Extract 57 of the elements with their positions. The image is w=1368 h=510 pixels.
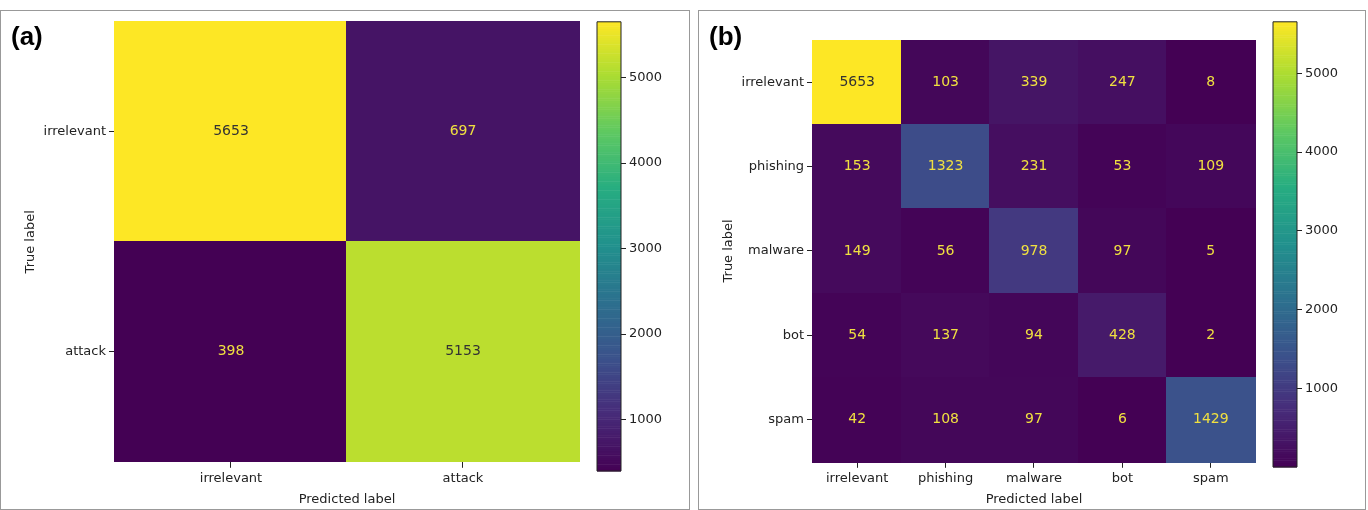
data-label: 108 — [932, 410, 959, 427]
data-label: 56 — [936, 241, 955, 258]
color-bar-label: 2000 — [1305, 300, 1339, 316]
data-label: 697 — [449, 122, 477, 139]
data-label: 978 — [1020, 241, 1048, 258]
data-label: 54 — [848, 325, 867, 342]
data-label: 109 — [1197, 157, 1225, 174]
y-axis-title: True label — [720, 219, 736, 284]
data-label: 2 — [1206, 325, 1216, 342]
data-label: 8 — [1206, 72, 1216, 89]
data-label: 5653 — [839, 72, 876, 89]
color-bar-label: 3000 — [1305, 222, 1339, 238]
x-tick-label: malware — [1006, 469, 1062, 485]
data-label: 97 — [1113, 241, 1132, 258]
x-axis-title: Predicted label — [298, 490, 396, 506]
data-label: 103 — [932, 72, 959, 89]
data-label: 5153 — [445, 342, 481, 359]
data-label: 42 — [848, 410, 867, 427]
data-label: 53 — [1113, 157, 1132, 174]
data-label: 1323 — [927, 157, 964, 174]
chart-title: (a) — [11, 21, 43, 52]
data-label: 94 — [1025, 325, 1043, 342]
data-label: 428 — [1109, 325, 1136, 342]
data-label: 153 — [843, 157, 871, 174]
y-tick-label: bot — [782, 326, 804, 342]
y-axis-title: True label — [22, 210, 38, 275]
color-bar-label: 2000 — [629, 325, 663, 341]
x-tick-label: irrelevant — [825, 469, 889, 485]
color-bar-label: 5000 — [1305, 64, 1339, 80]
y-tick-label: irrelevant — [741, 73, 804, 89]
color-bar-label: 5000 — [629, 68, 663, 84]
y-tick-label: spam — [768, 410, 804, 426]
color-bar-label: 4000 — [1305, 143, 1339, 159]
data-label: 6 — [1117, 410, 1127, 427]
data-label: 339 — [1020, 72, 1048, 89]
x-tick-label: irrelevant — [199, 469, 263, 485]
y-tick-label: phishing — [748, 157, 804, 173]
color-bar-label: 3000 — [629, 239, 663, 255]
color-bar-label: 4000 — [629, 154, 663, 170]
data-label: 97 — [1025, 410, 1043, 427]
x-tick-label: bot — [1111, 469, 1134, 485]
data-label: 5653 — [213, 122, 249, 139]
data-label: 137 — [932, 325, 959, 342]
x-axis-title: Predicted label — [985, 490, 1083, 506]
data-label: 398 — [217, 342, 245, 359]
data-label: 149 — [843, 241, 871, 258]
x-tick-label: attack — [442, 469, 484, 485]
x-tick-label: spam — [1192, 469, 1229, 485]
y-tick-label: malware — [748, 242, 804, 258]
data-label: 247 — [1109, 72, 1136, 89]
color-bar-label: 1000 — [1305, 379, 1339, 395]
chart-title: (b) — [709, 21, 743, 52]
data-label: 1429 — [1192, 410, 1229, 427]
data-label: 5 — [1206, 241, 1216, 258]
x-tick-label: phishing — [917, 469, 974, 485]
data-label: 231 — [1020, 157, 1048, 174]
color-bar-label: 1000 — [629, 410, 663, 426]
